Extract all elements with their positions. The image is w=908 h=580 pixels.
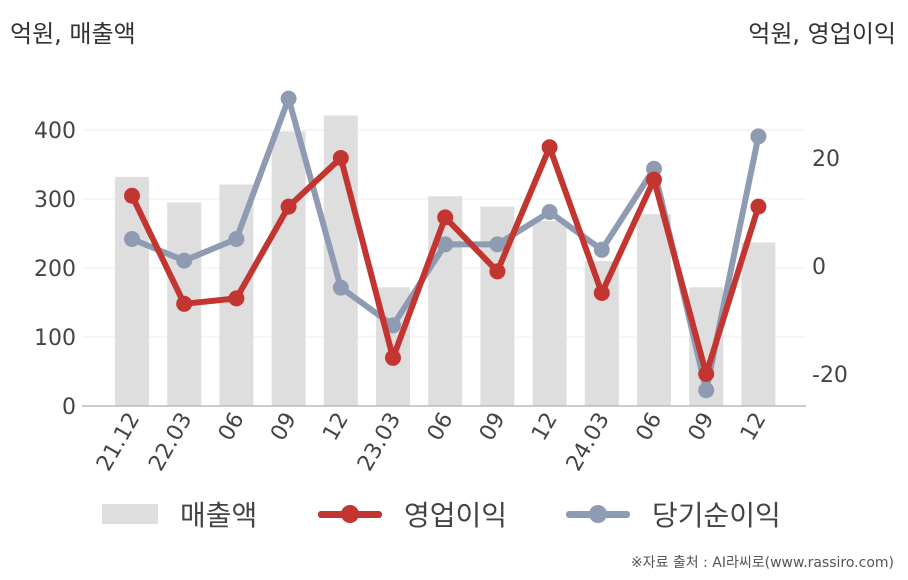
left-axis-unit: 억원, 매출액 xyxy=(10,20,136,48)
legend-label-revenue: 매출액 xyxy=(180,499,258,532)
x-tick-label: 09 xyxy=(475,409,511,446)
point-operating-profit xyxy=(489,263,506,280)
right-tick-label: -20 xyxy=(812,363,848,388)
left-tick-label: 200 xyxy=(34,257,76,282)
bar-revenue xyxy=(271,131,306,406)
point-net-income xyxy=(228,231,245,247)
point-operating-profit xyxy=(646,171,662,188)
point-net-income xyxy=(541,204,558,220)
x-tick-label: 06 xyxy=(214,409,250,446)
point-operating-profit xyxy=(228,290,245,307)
source-credit: ※자료 출처 : AI라씨로(www.rassiro.com) xyxy=(630,555,894,571)
left-tick-label: 300 xyxy=(34,188,76,213)
point-net-income xyxy=(176,252,193,269)
profit-lines xyxy=(124,90,767,399)
bar-revenue xyxy=(741,242,776,406)
point-operating-profit xyxy=(280,198,297,215)
point-net-income xyxy=(280,90,297,107)
bar-revenue xyxy=(584,261,619,406)
point-net-income xyxy=(698,382,715,399)
left-tick-label: 0 xyxy=(62,395,76,420)
x-tick-label: 12 xyxy=(736,409,772,446)
point-operating-profit xyxy=(176,295,193,312)
x-tick-label: 21.12 xyxy=(92,409,145,476)
x-tick-label: 09 xyxy=(684,409,720,446)
x-tick-label: 12 xyxy=(527,409,563,446)
point-net-income xyxy=(593,241,610,258)
point-net-income xyxy=(750,128,767,145)
point-net-income xyxy=(332,279,349,296)
right-tick-label: 0 xyxy=(812,255,826,280)
revenue-bars xyxy=(115,115,776,406)
point-operating-profit xyxy=(541,139,558,156)
point-operating-profit xyxy=(124,187,140,204)
point-operating-profit xyxy=(593,285,610,301)
point-operating-profit xyxy=(750,198,767,215)
bar-revenue xyxy=(115,176,149,406)
x-tick-label: 06 xyxy=(632,409,668,446)
x-tick-label: 12 xyxy=(318,409,354,446)
legend: 매출액 영업이익 당기순이익 xyxy=(0,492,908,536)
point-operating-profit xyxy=(385,349,401,366)
left-tick-label: 100 xyxy=(34,326,76,351)
bar-revenue xyxy=(532,221,567,406)
legend-item-operating-profit: 영업이익 xyxy=(318,492,507,536)
legend-item-net-income: 당기순이익 xyxy=(566,492,781,536)
point-net-income xyxy=(489,236,506,253)
x-tick-label: 06 xyxy=(423,409,459,446)
legend-swatch-operating-profit xyxy=(318,504,382,524)
left-tick-label: 400 xyxy=(34,119,76,144)
point-operating-profit xyxy=(332,150,349,166)
legend-label-operating-profit: 영업이익 xyxy=(404,499,508,532)
legend-swatch-net-income xyxy=(566,504,630,524)
legend-swatch-revenue xyxy=(102,504,158,524)
point-operating-profit xyxy=(698,366,715,382)
bar-revenue xyxy=(637,214,671,406)
x-tick-label: 24.03 xyxy=(562,409,615,476)
point-operating-profit xyxy=(437,209,454,226)
legend-label-net-income: 당기순이익 xyxy=(652,499,781,532)
point-net-income xyxy=(437,236,454,253)
right-tick-label: 20 xyxy=(812,147,840,172)
point-net-income xyxy=(124,231,140,247)
x-tick-label: 22.03 xyxy=(144,409,197,476)
point-net-income xyxy=(385,317,401,334)
legend-item-revenue: 매출액 xyxy=(102,492,257,536)
x-tick-label: 23.03 xyxy=(353,409,406,476)
x-tick-label: 09 xyxy=(266,409,302,446)
right-axis-unit: 억원, 영업이익 xyxy=(748,20,896,48)
